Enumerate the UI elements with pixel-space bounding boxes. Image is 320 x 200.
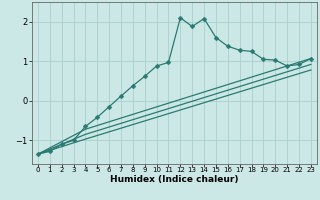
X-axis label: Humidex (Indice chaleur): Humidex (Indice chaleur): [110, 175, 239, 184]
